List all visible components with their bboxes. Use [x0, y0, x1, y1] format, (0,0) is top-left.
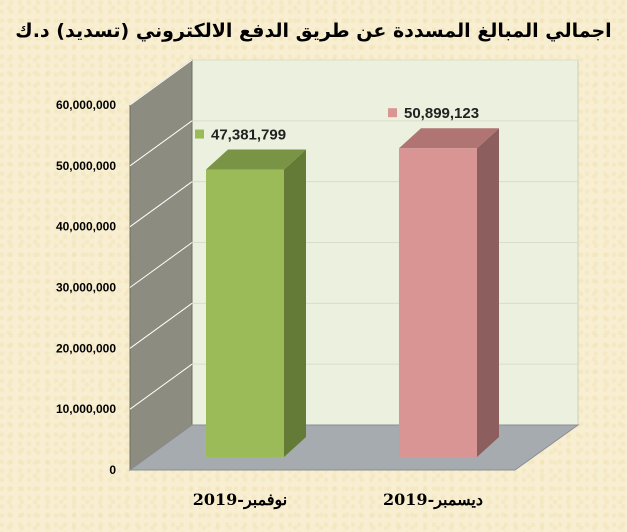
bar-side: [477, 128, 499, 458]
y-tick-label: 40,000,000: [56, 220, 116, 234]
data-label: 47,381,799: [211, 127, 286, 144]
bar-top: [206, 149, 306, 170]
y-tick-label: 50,000,000: [56, 159, 116, 173]
y-tick-label: 10,000,000: [56, 402, 116, 416]
bar-top: [399, 128, 499, 149]
data-label-key: [195, 129, 204, 139]
bar: [206, 149, 306, 457]
chart-title: اجمالي المبالغ المسددة عن طريق الدفع الا…: [15, 20, 612, 42]
gridline-side: [129, 302, 193, 349]
y-tick-label: 60,000,000: [56, 98, 116, 112]
gridline-side: [129, 242, 193, 288]
gridline-side: [129, 59, 193, 106]
x-tick-label: ديسمبر-2019: [383, 490, 483, 510]
gridline-side: [129, 120, 193, 167]
bar-front: [206, 169, 284, 457]
y-tick-label: 30,000,000: [56, 281, 116, 295]
bar-front: [399, 148, 477, 458]
y-tick-label: 20,000,000: [56, 341, 116, 355]
bar-side: [284, 149, 306, 457]
y-tick-label: 0: [109, 463, 116, 477]
bar: [399, 128, 499, 458]
data-label: 50,899,123: [404, 105, 479, 122]
floor: [128, 424, 580, 471]
data-label-key: [388, 108, 397, 118]
gridline-side: [129, 363, 193, 410]
x-tick-label: نوفمبر-2019: [193, 490, 287, 510]
gridline-side: [129, 181, 193, 228]
